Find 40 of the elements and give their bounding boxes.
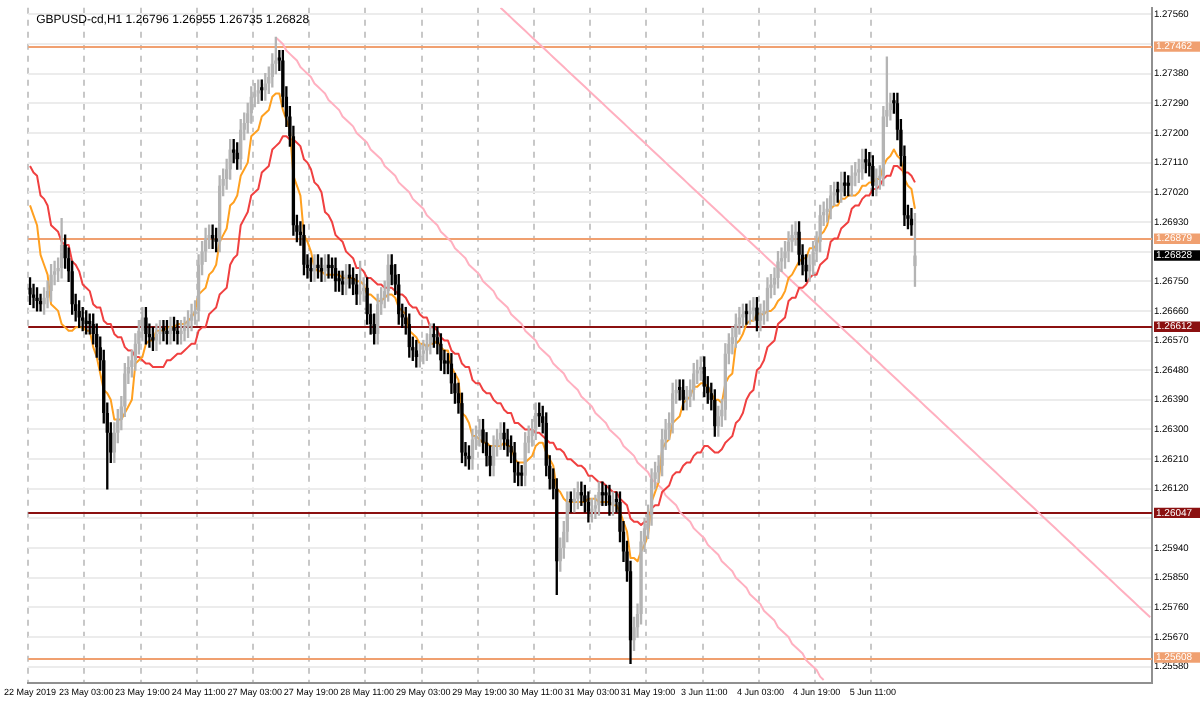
candlestick xyxy=(748,300,752,325)
candlestick xyxy=(158,320,162,345)
candlestick xyxy=(165,320,169,345)
candlestick xyxy=(467,445,471,470)
candlestick xyxy=(741,303,745,329)
candlestick xyxy=(151,326,155,352)
candlestick xyxy=(31,283,36,309)
candlestick xyxy=(340,270,345,296)
candlestick xyxy=(323,254,327,282)
candlestick xyxy=(49,264,53,302)
candlestick xyxy=(734,313,738,348)
candlestick xyxy=(344,264,348,296)
candlestick xyxy=(505,428,510,457)
candlestick xyxy=(755,297,759,332)
candlestick xyxy=(590,498,594,523)
candlestick xyxy=(758,303,763,332)
candlestick xyxy=(502,422,506,450)
candlestick xyxy=(168,316,173,345)
candlestick xyxy=(186,310,190,338)
candlestick xyxy=(309,257,313,282)
candlestick xyxy=(913,213,917,287)
candlestick xyxy=(35,287,39,312)
candlestick xyxy=(477,418,482,447)
candlestick xyxy=(744,303,749,325)
candlestick xyxy=(776,250,780,289)
candlestick xyxy=(154,323,159,352)
candlestick xyxy=(182,316,187,342)
candlestick xyxy=(144,306,148,345)
candlestick xyxy=(42,287,46,315)
candlestick xyxy=(189,303,194,332)
candlestick xyxy=(611,491,615,516)
candlestick xyxy=(358,260,362,305)
candlestick xyxy=(161,320,166,342)
candlestick xyxy=(302,224,306,276)
candlestick xyxy=(439,333,443,371)
candlestick xyxy=(179,320,183,345)
candlestick xyxy=(519,465,524,487)
candlestick xyxy=(597,481,601,516)
candlestick xyxy=(316,254,320,279)
candlestick xyxy=(172,316,176,342)
